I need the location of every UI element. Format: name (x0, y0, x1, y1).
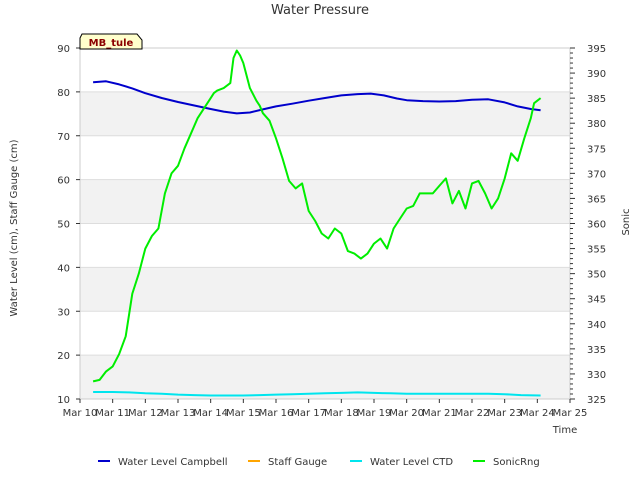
y-left-tick-label: 60 (57, 176, 70, 187)
y-left-tick-label: 10 (57, 395, 70, 406)
legend-label-water-level-campbell: Water Level Campbell (118, 457, 228, 468)
plot-band (80, 48, 570, 92)
y-right-tick-label: 350 (587, 270, 606, 281)
x-tick-label: Mar 11 (95, 408, 130, 419)
y-right-tick-label: 335 (587, 345, 606, 356)
x-tick-label: Mar 14 (193, 408, 228, 419)
series-line-water-level-campbell (93, 80, 541, 115)
y-right-tick-label: 330 (587, 370, 606, 381)
legend-label-staff-gauge: Staff Gauge (268, 457, 327, 468)
x-tick-label: Mar 19 (357, 408, 392, 419)
y-left-axis-title: Water Level (cm), Staff Gauge (cm) (9, 139, 20, 316)
x-tick-label: Mar 15 (226, 408, 261, 419)
legend: Water Level Campbell Staff Gauge Water Lev… (98, 457, 540, 468)
legend-label-sonicrng: SonicRng (493, 457, 540, 468)
y-right-tick-label: 355 (587, 245, 606, 256)
station-label: MB_tule (79, 33, 143, 50)
y-right-tick-label: 360 (587, 220, 606, 231)
y-left-tick-label: 70 (57, 132, 70, 143)
y-left-axis-ticks: 10 20 30 40 50 60 70 80 90 (57, 44, 80, 406)
y-right-tick-label: 365 (587, 194, 606, 205)
x-tick-label: Mar 13 (161, 408, 196, 419)
x-tick-label: Mar 25 (553, 408, 588, 419)
y-left-tick-label: 50 (57, 220, 70, 231)
y-right-tick-label: 385 (587, 94, 606, 105)
y-right-axis-ticks: 325 330 335 340 345 350 355 360 365 370 375 380 385 3… (570, 44, 606, 406)
legend-label-water-level-ctd: Water Level CTD (370, 457, 453, 468)
x-tick-label: Mar 22 (455, 408, 490, 419)
y-right-tick-label: 390 (587, 69, 606, 80)
y-right-tick-label: 370 (587, 169, 606, 180)
station-label-text: MB_tule (89, 38, 134, 49)
x-tick-label: Mar 21 (422, 408, 457, 419)
series-layer (92, 49, 542, 397)
y-left-tick-label: 80 (57, 88, 70, 99)
plot-band (80, 267, 570, 312)
y-right-tick-label: 325 (587, 395, 606, 406)
x-tick-label: Mar 18 (324, 408, 359, 419)
y-left-tick-label: 20 (57, 351, 70, 362)
y-right-axis-title: Sonic (621, 208, 632, 235)
station-label-box (79, 33, 143, 50)
series-line-water-level-ctd (93, 391, 541, 397)
y-left-tick-label: 30 (57, 307, 70, 318)
x-tick-label: Mar 20 (389, 408, 424, 419)
x-tick-label: Mar 23 (487, 408, 522, 419)
plot-band (80, 135, 570, 180)
y-right-tick-label: 345 (587, 295, 606, 306)
y-left-tick-label: 90 (57, 44, 70, 55)
x-tick-label: Mar 17 (291, 408, 326, 419)
x-tick-label: Mar 24 (520, 408, 555, 419)
x-tick-label: Mar 16 (259, 408, 294, 419)
plot-background-bands (80, 48, 570, 399)
y-left-tick-label: 40 (57, 263, 70, 274)
plot-band (80, 223, 570, 268)
plot-band (80, 355, 570, 399)
y-right-tick-label: 380 (587, 119, 606, 130)
x-tick-label: Mar 10 (63, 408, 98, 419)
chart-title: Water Pressure (271, 3, 369, 18)
x-axis-title: Time (552, 425, 577, 436)
x-tick-label: Mar 12 (128, 408, 163, 419)
y-right-tick-label: 375 (587, 144, 606, 155)
y-right-tick-label: 340 (587, 320, 606, 331)
y-right-tick-label: 395 (587, 44, 606, 55)
plot-band (80, 311, 570, 356)
series-line-sonicrng (92, 49, 542, 383)
